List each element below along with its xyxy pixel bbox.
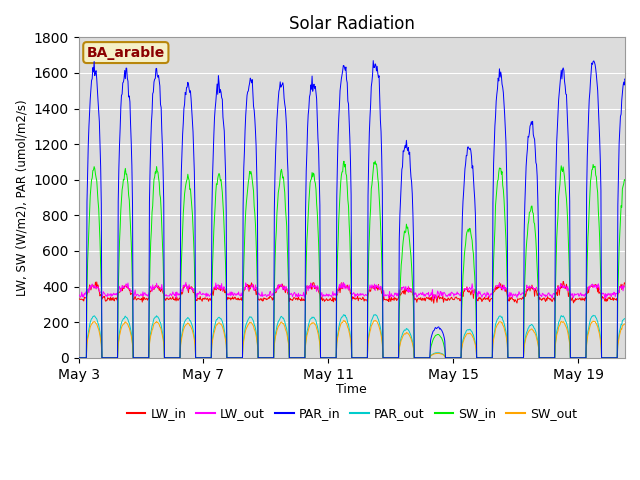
PAR_in <box>95 108 102 114</box>
LW_out <box>95 285 102 291</box>
SW_in <box>394 355 401 360</box>
LW_out <box>310 283 317 288</box>
LW_in <box>75 297 83 302</box>
PAR_in <box>636 355 640 360</box>
PAR_in <box>369 58 377 63</box>
Legend: LW_in, LW_out, PAR_in, PAR_out, SW_in, SW_out: LW_in, LW_out, PAR_in, PAR_out, SW_in, S… <box>122 403 582 425</box>
PAR_out <box>371 312 379 317</box>
Line: LW_in: LW_in <box>79 281 640 303</box>
SW_out <box>207 355 214 360</box>
Line: LW_out: LW_out <box>79 282 640 299</box>
PAR_in <box>394 355 401 360</box>
SW_in <box>279 175 287 181</box>
SW_in <box>371 158 379 164</box>
LW_out <box>394 290 401 296</box>
PAR_in <box>279 80 287 85</box>
Text: BA_arable: BA_arable <box>87 46 165 60</box>
SW_in <box>309 174 317 180</box>
SW_in <box>95 206 102 212</box>
LW_out <box>207 290 215 296</box>
SW_out <box>394 355 401 360</box>
Line: SW_out: SW_out <box>79 321 640 358</box>
PAR_out <box>95 322 102 328</box>
X-axis label: Time: Time <box>337 383 367 396</box>
PAR_out <box>75 355 83 360</box>
PAR_in <box>309 88 317 94</box>
LW_in <box>559 278 567 284</box>
Y-axis label: LW, SW (W/m2), PAR (umol/m2/s): LW, SW (W/m2), PAR (umol/m2/s) <box>15 99 28 296</box>
LW_in <box>636 294 640 300</box>
LW_in <box>207 297 214 303</box>
Line: PAR_in: PAR_in <box>79 60 640 358</box>
SW_out <box>279 321 287 326</box>
SW_in <box>207 355 214 360</box>
PAR_in <box>529 119 536 124</box>
SW_out <box>309 321 317 326</box>
Title: Solar Radiation: Solar Radiation <box>289 15 415 33</box>
PAR_out <box>309 315 317 321</box>
LW_in <box>529 286 536 292</box>
LW_out <box>182 279 189 285</box>
Line: SW_in: SW_in <box>79 161 640 358</box>
SW_out <box>371 318 379 324</box>
LW_out <box>280 285 287 290</box>
LW_out <box>601 296 609 302</box>
SW_in <box>636 355 640 360</box>
PAR_out <box>279 315 287 321</box>
PAR_out <box>529 323 536 329</box>
PAR_in <box>75 355 83 360</box>
SW_out <box>529 327 536 333</box>
LW_out <box>529 285 536 290</box>
SW_out <box>636 355 640 360</box>
LW_out <box>75 291 83 297</box>
PAR_out <box>394 355 401 360</box>
SW_out <box>95 326 102 332</box>
SW_in <box>529 209 536 215</box>
LW_in <box>393 298 401 303</box>
LW_in <box>95 287 102 292</box>
Line: PAR_out: PAR_out <box>79 314 640 358</box>
SW_in <box>75 355 83 360</box>
LW_in <box>279 283 287 289</box>
PAR_in <box>207 355 214 360</box>
PAR_out <box>636 355 640 360</box>
LW_in <box>309 280 317 286</box>
PAR_out <box>207 355 214 360</box>
SW_out <box>75 355 83 360</box>
LW_out <box>636 292 640 298</box>
LW_in <box>430 300 438 306</box>
